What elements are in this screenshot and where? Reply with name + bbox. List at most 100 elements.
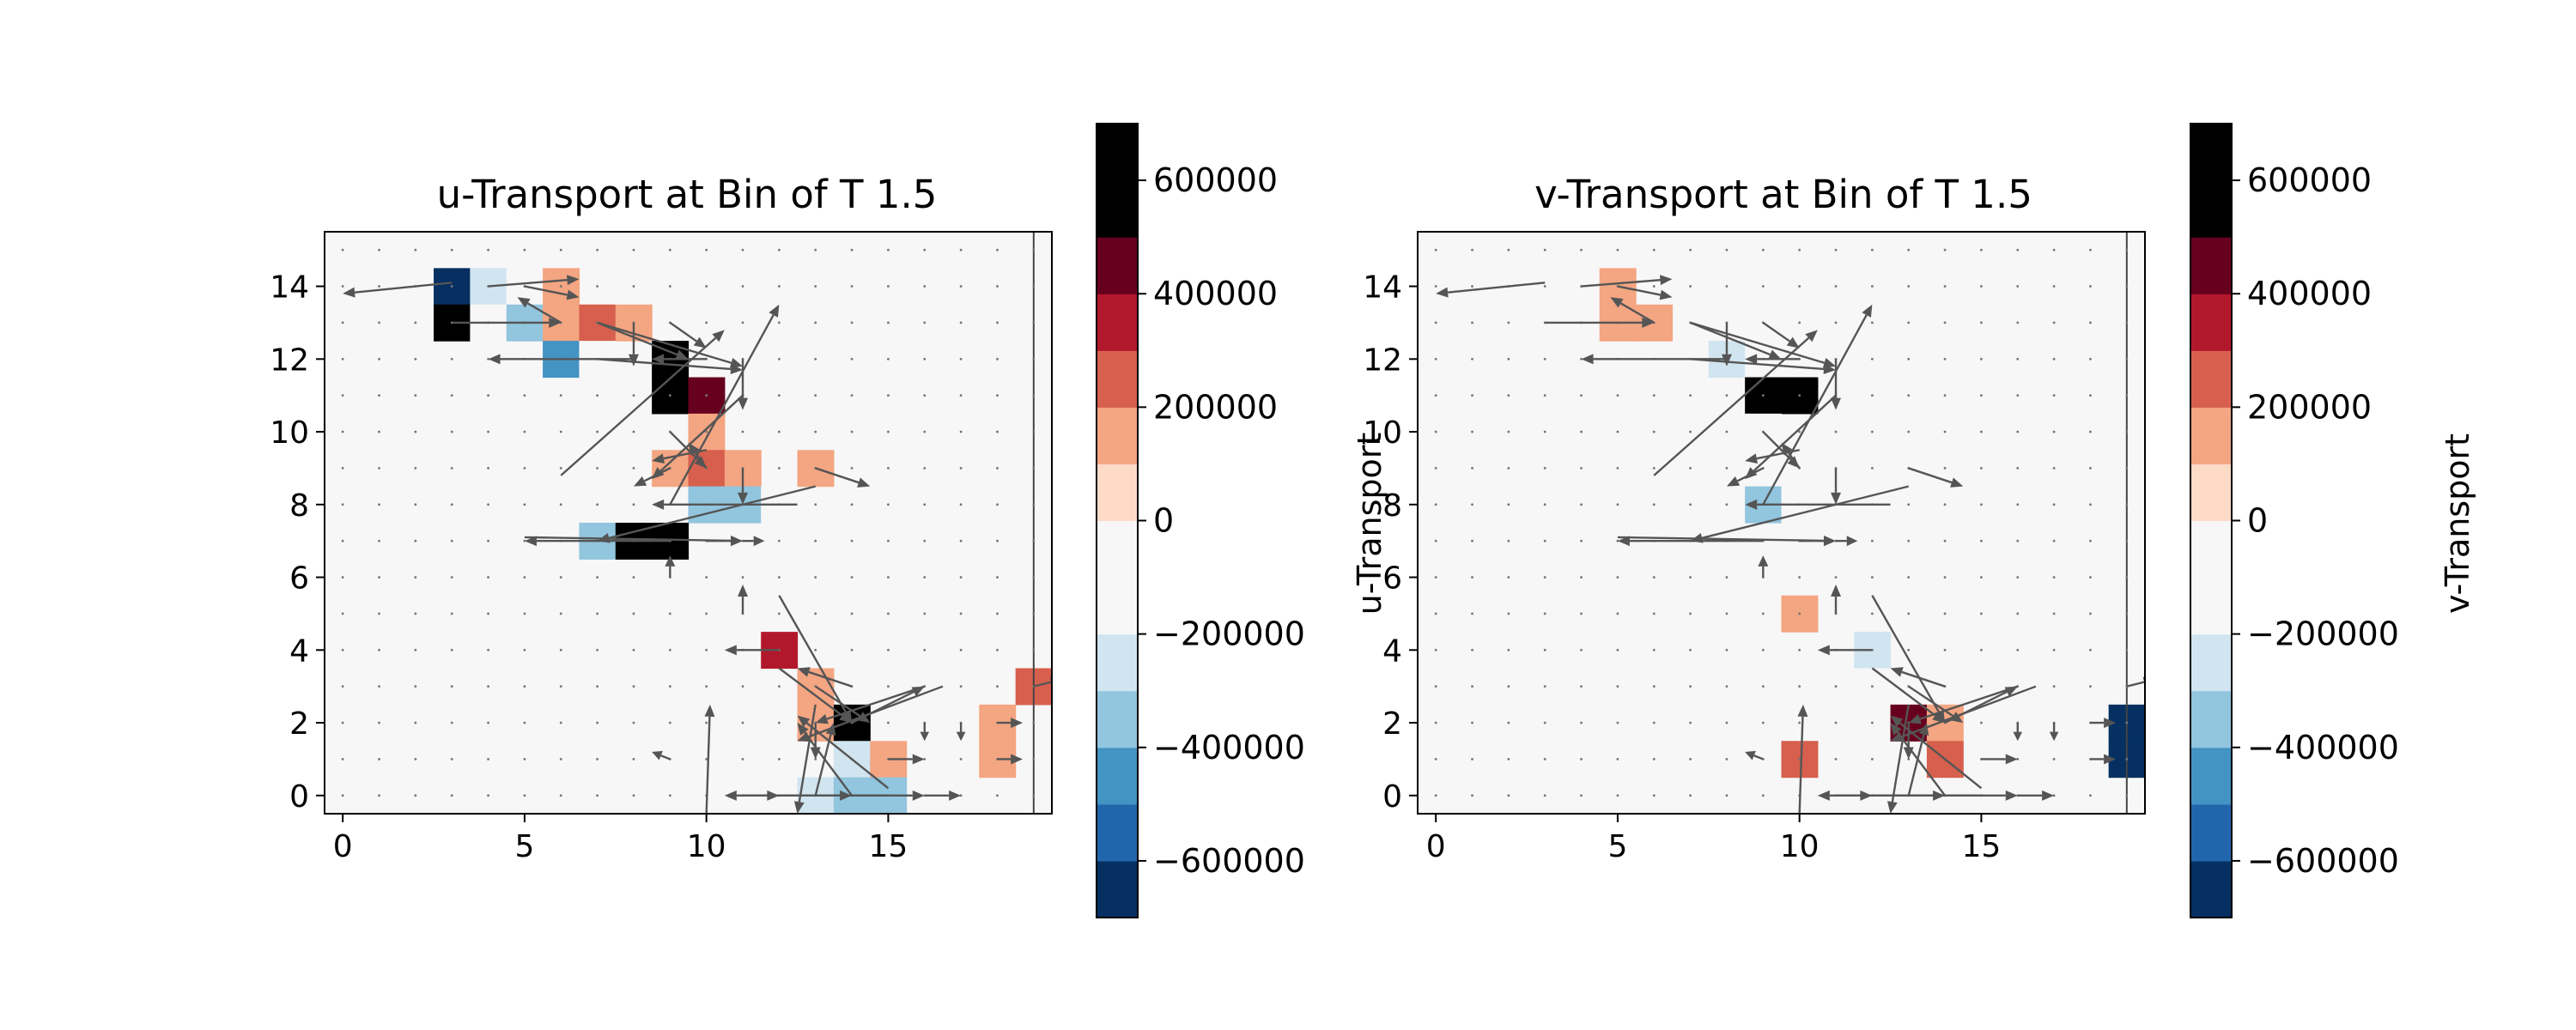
colorbar-segment [2190,237,2232,294]
quiver-arrow [343,282,453,298]
quiver-arrow-shaft [851,690,914,724]
quiver-dot [1471,321,1473,324]
quiver-dot [1761,648,1765,651]
quiver-arrow-shaft [597,321,677,356]
quiver-dot [668,394,671,397]
quiver-dot [1689,503,1692,506]
quiver-dot [559,758,562,760]
quiver-arrow [1745,750,1764,760]
quiver-arrow-shaft [669,321,697,342]
quiver-dot [1907,430,1911,433]
colorbar-tick-label: −200000 [1153,615,1305,653]
quiver-dot [1507,685,1510,688]
quiver-dot [2052,612,2056,615]
colorbar-segment [1097,690,1138,748]
quiver-arrow-head [1726,476,1741,487]
quiver-dot [632,794,635,797]
quiver-dot [1652,758,1656,760]
quiver-dot [632,612,635,615]
quiver-arrow-head [652,499,665,510]
quiver-arrow-head [1831,585,1842,597]
quiver-dot [996,648,999,651]
quiver-dot [705,430,708,433]
quiver-dot [1907,357,1911,360]
quiver-dot [923,612,927,615]
quiver-dot [2125,248,2129,251]
quiver-dot [1471,285,1473,288]
quiver-dot [814,576,817,579]
colorbar-segment [2190,350,2232,408]
quiver-arrow-shaft [798,704,817,803]
quiver-dot [450,248,453,251]
quiver-arrow [1890,667,1946,688]
quiver-arrow [652,354,707,365]
quiver-dot [523,394,526,397]
quiver-dot [596,612,599,615]
quiver-arrow [1799,536,1837,547]
quiver-arrow-head [1011,754,1024,765]
quiver-dot [1471,248,1473,251]
quiver-dot [1471,357,1473,360]
quiver-dot [923,467,927,470]
quiver-dot [1689,430,1692,433]
x-tick-label: 0 [1426,829,1446,864]
quiver-arrow [738,585,749,614]
quiver-arrow-shaft [1891,704,1910,803]
quiver-dot [632,685,635,688]
quiver-arrow [888,754,925,765]
quiver-dot [1689,248,1692,251]
quiver-dot [1507,539,1510,542]
quiver-arrow-shaft [1753,754,1764,760]
quiver-arrow-shaft [814,734,832,797]
quiver-arrow-head [797,723,809,736]
quiver-dot [814,321,817,324]
quiver-arrow [1944,686,2018,724]
quiver-arrow [517,297,562,324]
quiver-dot [1834,248,1838,251]
chart-title: v-Transport at Bin of T 1.5 [1534,172,2032,217]
quiver-arrow-head [1786,336,1800,348]
quiver-arrow-head [1805,330,1818,342]
quiver-arrow-shaft [778,667,843,717]
quiver-arrow-head [1890,667,1904,677]
quiver-arrow-head [1660,275,1673,286]
quiver-dot [1032,467,1036,470]
quiver-dot [487,539,489,542]
quiver-dot [2125,430,2129,433]
quiver-dot [887,685,890,688]
quiver-dot [1798,685,1801,688]
quiver-dot [523,539,526,542]
quiver-dot [1507,758,1510,760]
quiver-dot [2089,794,2092,797]
quiver-arrow-head [753,536,765,547]
quiver-dot [1725,721,1728,724]
quiver-dot [959,430,963,433]
quiver-dot [1471,758,1473,760]
quiver-dot [1943,467,1947,470]
quiver-dot [1725,394,1728,397]
quiver-dot [2052,248,2056,251]
quiver-dot [2089,539,2092,542]
quiver-dot [1652,685,1656,688]
quiver-dot [559,430,562,433]
quiver-dot [1543,539,1546,542]
quiver-dot [1507,394,1510,397]
quiver-dot [632,648,635,651]
quiver-dot [487,612,489,615]
quiver-dot [1434,721,1437,724]
quiver-arrow [652,449,707,464]
colorbar-segment [1097,747,1138,805]
quiver-arrow-shaft [1756,449,1800,460]
colorbar-segment [2190,407,2232,465]
quiver-dot [523,248,526,251]
quiver-dot [2125,794,2129,797]
y-tick-label: 12 [270,342,309,378]
quiver-dot [814,648,817,651]
quiver-dot [1434,612,1437,615]
quiver-dot [1907,576,1911,579]
colorbar-tick-label: −400000 [1153,729,1305,766]
quiver-arrow-shaft [643,467,671,482]
quiver-dot [1761,394,1765,397]
quiver-dot [705,394,708,397]
